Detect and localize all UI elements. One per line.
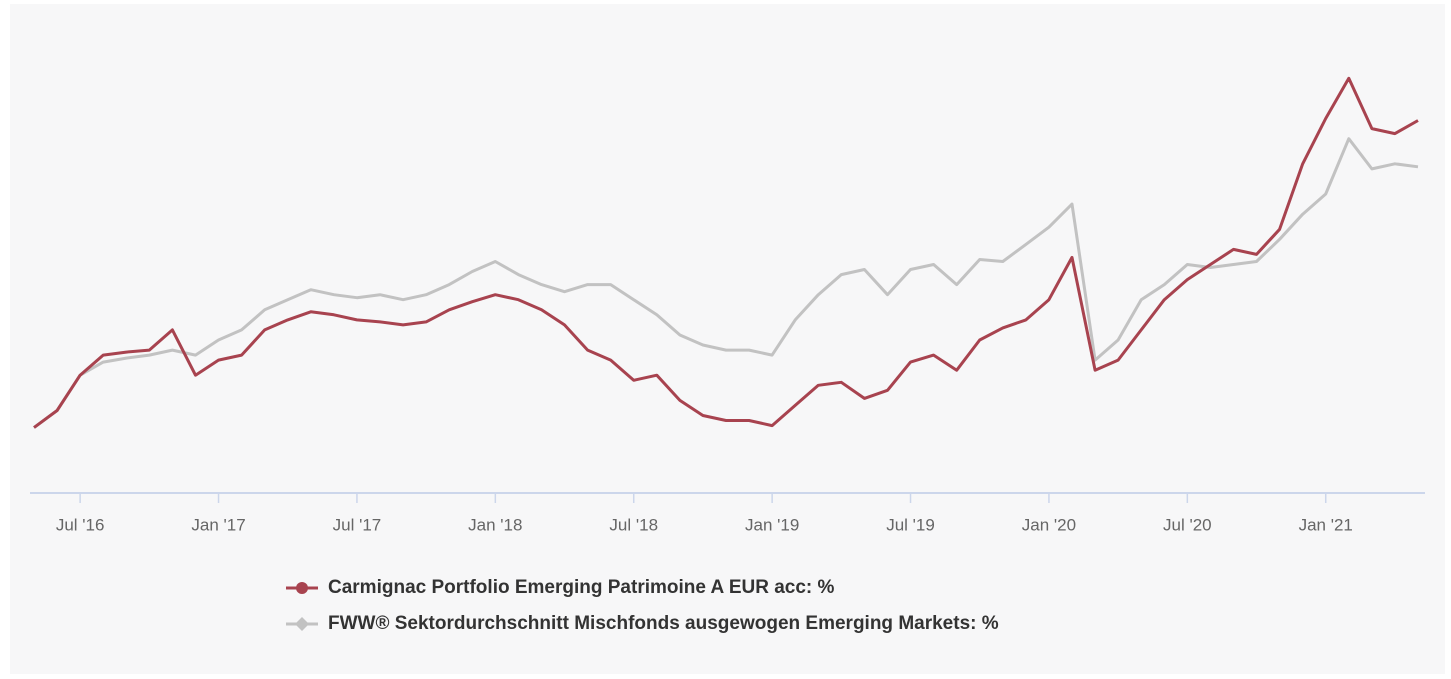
- legend-label: FWW® Sektordurchschnitt Mischfonds ausge…: [328, 613, 999, 634]
- x-tick-label: Jan '20: [1022, 515, 1076, 534]
- legend-symbol: [296, 582, 308, 594]
- legend-symbol: [295, 617, 309, 631]
- legend-label: Carmignac Portfolio Emerging Patrimoine …: [328, 577, 835, 598]
- x-tick-label: Jul '16: [56, 515, 105, 534]
- x-tick-label: Jul '17: [333, 515, 382, 534]
- series-line: [33, 76, 1419, 429]
- x-tick-label: Jan '17: [191, 515, 245, 534]
- series-line: [33, 137, 1419, 429]
- x-tick-label: Jan '19: [745, 515, 799, 534]
- plot-background: [10, 4, 1445, 674]
- x-tick-label: Jul '18: [609, 515, 658, 534]
- x-tick-label: Jul '20: [1163, 515, 1212, 534]
- x-tick-label: Jan '21: [1299, 515, 1353, 534]
- x-tick-label: Jul '19: [886, 515, 935, 534]
- x-tick-label: Jan '18: [468, 515, 522, 534]
